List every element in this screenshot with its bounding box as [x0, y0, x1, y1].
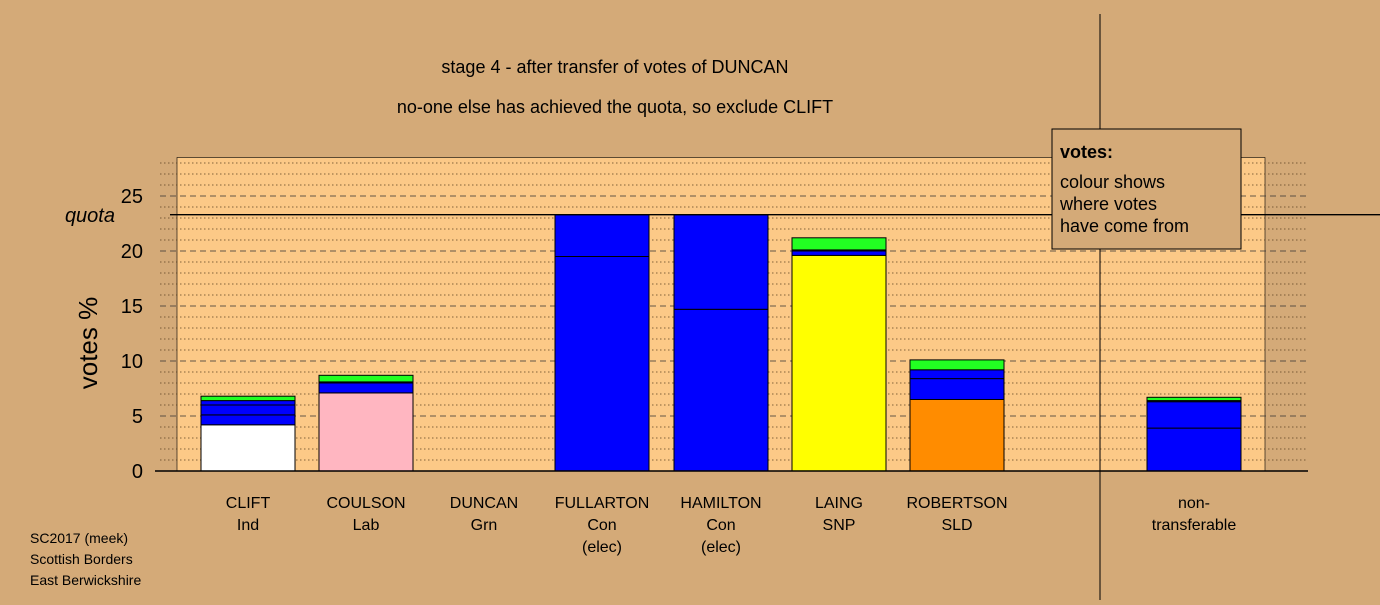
- bar-segment: [200, 424, 296, 472]
- y-tick-label: 20: [121, 241, 143, 263]
- x-tick-label: CLIFT: [226, 495, 271, 512]
- bar-segment: [200, 395, 296, 402]
- x-tick-label: (elec): [701, 539, 741, 556]
- bar-segment: [673, 214, 769, 310]
- bar-segment: [318, 374, 414, 383]
- x-tick-label: ROBERTSON: [906, 495, 1007, 512]
- footer-line: SC2017 (meek): [30, 530, 129, 546]
- footer: SC2017 (meek) Scottish Borders East Berw…: [30, 528, 141, 591]
- legend-box: [1051, 128, 1242, 250]
- x-tick-label: transferable: [1152, 517, 1237, 534]
- x-tick-label: LAING: [815, 495, 863, 512]
- bar-segment: [909, 378, 1005, 401]
- x-tick-label: Con: [706, 517, 735, 534]
- bar-segment: [909, 359, 1005, 371]
- bar-segment: [318, 392, 414, 472]
- x-tick-label: DUNCAN: [450, 495, 518, 512]
- x-tick-label: Lab: [353, 517, 380, 534]
- bar-segment: [554, 256, 650, 472]
- x-tick-label: SNP: [823, 517, 856, 534]
- x-tick-label: SLD: [941, 517, 972, 534]
- footer-line: East Berwickshire: [30, 572, 142, 588]
- chart-title: stage 4 - after transfer of votes of DUN…: [441, 57, 788, 77]
- x-tick-label: Con: [587, 517, 616, 534]
- x-tick-label: Ind: [237, 517, 259, 534]
- chart-subtitle: no-one else has achieved the quota, so e…: [397, 97, 833, 117]
- legend-line: where votes: [1059, 194, 1157, 214]
- bar-segment: [200, 414, 296, 426]
- y-tick-label: 15: [121, 296, 143, 318]
- y-tick-label: 5: [132, 406, 143, 428]
- bar-segment: [791, 250, 887, 256]
- bar-segment: [791, 237, 887, 251]
- x-tick-label: (elec): [582, 539, 622, 556]
- y-axis-label: votes %: [73, 297, 103, 390]
- x-tick-label: HAMILTON: [680, 495, 761, 512]
- bar-segment: [200, 400, 296, 406]
- bar-segment: [200, 404, 296, 416]
- x-tick-label: Grn: [471, 517, 498, 534]
- x-tick-label: non-: [1178, 495, 1210, 512]
- x-tick-label: COULSON: [326, 495, 405, 512]
- y-tick-label: 25: [121, 186, 143, 208]
- legend-title: votes:: [1060, 142, 1113, 162]
- legend-line: colour shows: [1060, 172, 1165, 192]
- bar-segment: [318, 382, 414, 394]
- legend-line: have come from: [1060, 216, 1189, 236]
- bar-segment: [1146, 401, 1242, 429]
- bar-segment: [554, 214, 650, 257]
- bar-segment: [1146, 396, 1242, 402]
- bar-segment: [1146, 427, 1242, 472]
- x-tick-label: FULLARTON: [555, 495, 650, 512]
- footer-line: Scottish Borders: [30, 551, 133, 567]
- bar-segment: [909, 399, 1005, 472]
- bar-segment: [909, 369, 1005, 380]
- y-tick-label: 0: [132, 461, 143, 483]
- bar-segment: [791, 254, 887, 472]
- quota-label: quota: [65, 205, 115, 227]
- y-tick-label: 10: [121, 351, 143, 373]
- legend: votes: colour shows where votes have com…: [1051, 128, 1242, 250]
- bar-segment: [673, 308, 769, 472]
